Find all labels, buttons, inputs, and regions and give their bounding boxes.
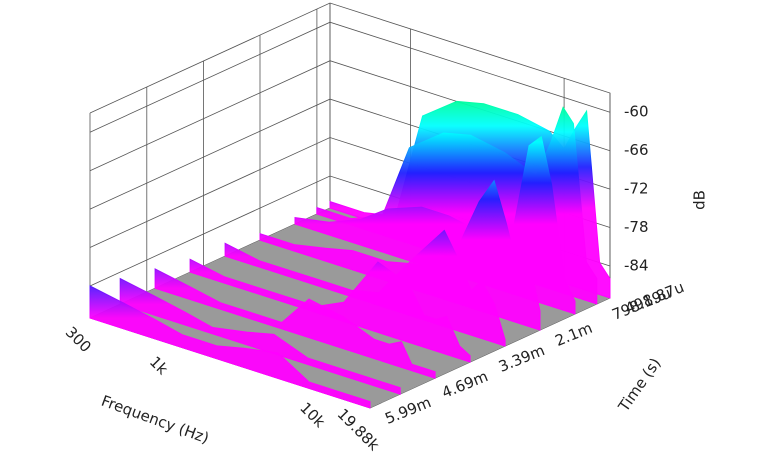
z-axis-title: dB — [691, 190, 709, 210]
x-tick-label: 10k — [296, 399, 329, 432]
z-tick-label: -66 — [624, 141, 649, 159]
y-tick-label: 2.1m — [552, 319, 594, 350]
z-tick-label: -72 — [624, 180, 649, 198]
z-tick-label: -84 — [624, 256, 649, 274]
slice — [154, 268, 436, 379]
x-axis-title: Frequency (Hz) — [99, 392, 211, 448]
slice — [89, 285, 371, 409]
x-tick-label: 19.88k — [334, 405, 383, 454]
slice — [224, 229, 506, 347]
z-tick-label: -78 — [624, 218, 649, 236]
slice — [119, 277, 401, 395]
box-edge — [89, 2, 611, 298]
x-tick-label: 1k — [146, 353, 172, 379]
x-tick-label: 300 — [62, 323, 95, 356]
y-axis-title: Time (s) — [614, 355, 664, 416]
z-tick-label: -60 — [624, 103, 649, 121]
y-tick-label: 798.19u — [609, 284, 673, 324]
